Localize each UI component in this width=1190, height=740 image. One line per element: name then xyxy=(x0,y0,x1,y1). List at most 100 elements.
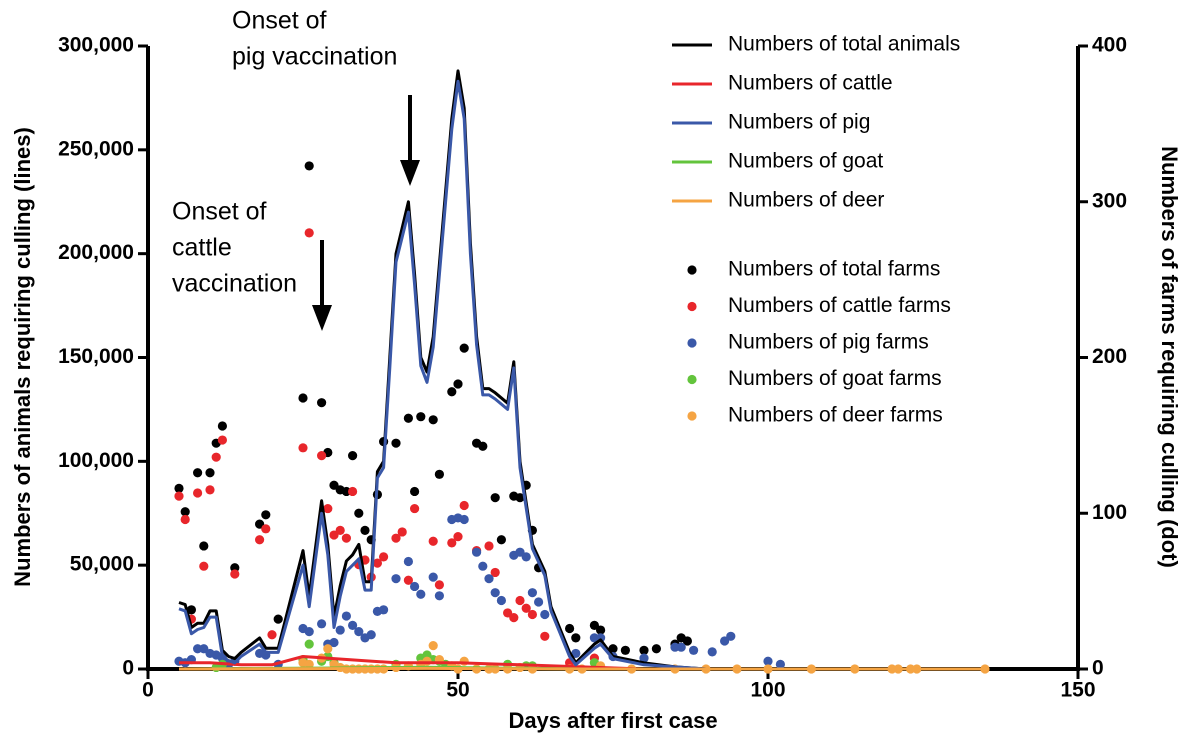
dot xyxy=(329,637,339,648)
y2-tick-label: 400 xyxy=(1092,34,1127,57)
legend-label: Numbers of deer xyxy=(728,189,884,212)
dot xyxy=(521,603,531,613)
y2-axis-title: Numbers of farms requiring culling (dot) xyxy=(1157,146,1182,568)
y-tick-label: 150,000 xyxy=(58,345,134,368)
dot xyxy=(447,538,457,548)
legend-label: Numbers of deer farms xyxy=(728,404,943,427)
y-tick-label: 100,000 xyxy=(58,449,134,472)
dot xyxy=(323,644,333,654)
dot xyxy=(379,605,389,615)
dot xyxy=(639,653,649,663)
arrow xyxy=(400,95,420,186)
dot xyxy=(447,387,457,397)
dot xyxy=(193,468,203,478)
dot xyxy=(428,536,438,546)
dot xyxy=(205,485,215,495)
dot xyxy=(459,514,469,525)
legend-marker xyxy=(687,374,697,385)
dot xyxy=(230,569,240,579)
dot xyxy=(354,508,364,518)
annotation: Onset of xyxy=(232,7,327,35)
dot xyxy=(193,488,203,498)
dot xyxy=(199,561,209,571)
arrow xyxy=(312,240,332,331)
dot xyxy=(410,581,420,592)
dot xyxy=(341,533,351,543)
y2-tick-label: 100 xyxy=(1092,501,1127,524)
dot xyxy=(397,527,407,537)
legend-marker xyxy=(687,338,697,348)
dot xyxy=(180,514,190,525)
legend-label: Numbers of goat farms xyxy=(728,367,942,390)
legend-label: Numbers of cattle xyxy=(728,72,893,95)
dot xyxy=(410,486,420,497)
dot xyxy=(651,644,662,654)
dot xyxy=(416,589,426,599)
dot xyxy=(484,574,494,584)
dot xyxy=(689,645,699,655)
legend-marker xyxy=(687,301,697,312)
line xyxy=(178,666,985,671)
annotation: cattle xyxy=(172,234,232,262)
y-axis-title: Numbers of animals requiring culling (li… xyxy=(10,127,35,587)
dot xyxy=(490,493,500,503)
dot xyxy=(763,656,773,666)
dot xyxy=(478,441,488,451)
dot xyxy=(335,525,345,535)
dot xyxy=(484,541,494,551)
dot xyxy=(726,631,736,641)
dot xyxy=(453,379,463,389)
y-tick-label: 300,000 xyxy=(58,34,134,57)
dot xyxy=(540,631,550,641)
annotation: pig vaccination xyxy=(232,43,397,71)
dot xyxy=(490,588,500,598)
dot xyxy=(403,575,413,585)
dot xyxy=(174,491,184,501)
dot xyxy=(317,398,327,408)
legend-label: Numbers of goat xyxy=(728,150,883,173)
dot xyxy=(354,627,364,637)
x-tick-label: 100 xyxy=(750,679,785,702)
dot xyxy=(323,503,333,514)
dot xyxy=(478,561,488,571)
legend-marker xyxy=(687,411,697,421)
x-tick-label: 50 xyxy=(446,679,469,702)
dot xyxy=(273,614,283,624)
dot xyxy=(366,630,376,640)
annotation: Onset of xyxy=(172,198,267,226)
dot xyxy=(515,595,525,606)
y2-tick-label: 300 xyxy=(1092,189,1127,212)
dot xyxy=(428,415,438,425)
dot xyxy=(428,641,438,651)
dot xyxy=(304,639,314,649)
dot xyxy=(391,533,401,543)
dot xyxy=(775,659,786,669)
dot xyxy=(379,552,389,562)
y2-tick-label: 200 xyxy=(1092,345,1127,368)
dot xyxy=(372,558,382,568)
dot xyxy=(571,648,581,659)
dot xyxy=(416,412,426,422)
legend-label: Numbers of total farms xyxy=(728,258,940,281)
dot xyxy=(509,613,519,623)
dot xyxy=(459,500,469,511)
dot xyxy=(682,636,693,646)
legend-label: Numbers of cattle farms xyxy=(728,294,951,317)
dot xyxy=(534,597,544,607)
dot xyxy=(348,451,358,461)
legend-label: Numbers of pig xyxy=(728,111,870,134)
dot xyxy=(434,591,444,601)
line xyxy=(178,79,985,671)
dot xyxy=(639,645,649,655)
x-axis-title: Days after first case xyxy=(508,708,717,733)
dot xyxy=(341,611,351,621)
dot xyxy=(298,443,308,453)
dot xyxy=(459,343,469,353)
dot xyxy=(527,609,538,620)
dot xyxy=(317,619,327,629)
dot xyxy=(304,161,314,171)
dot xyxy=(707,647,717,657)
dot xyxy=(317,451,327,461)
x-tick-label: 150 xyxy=(1060,679,1095,702)
